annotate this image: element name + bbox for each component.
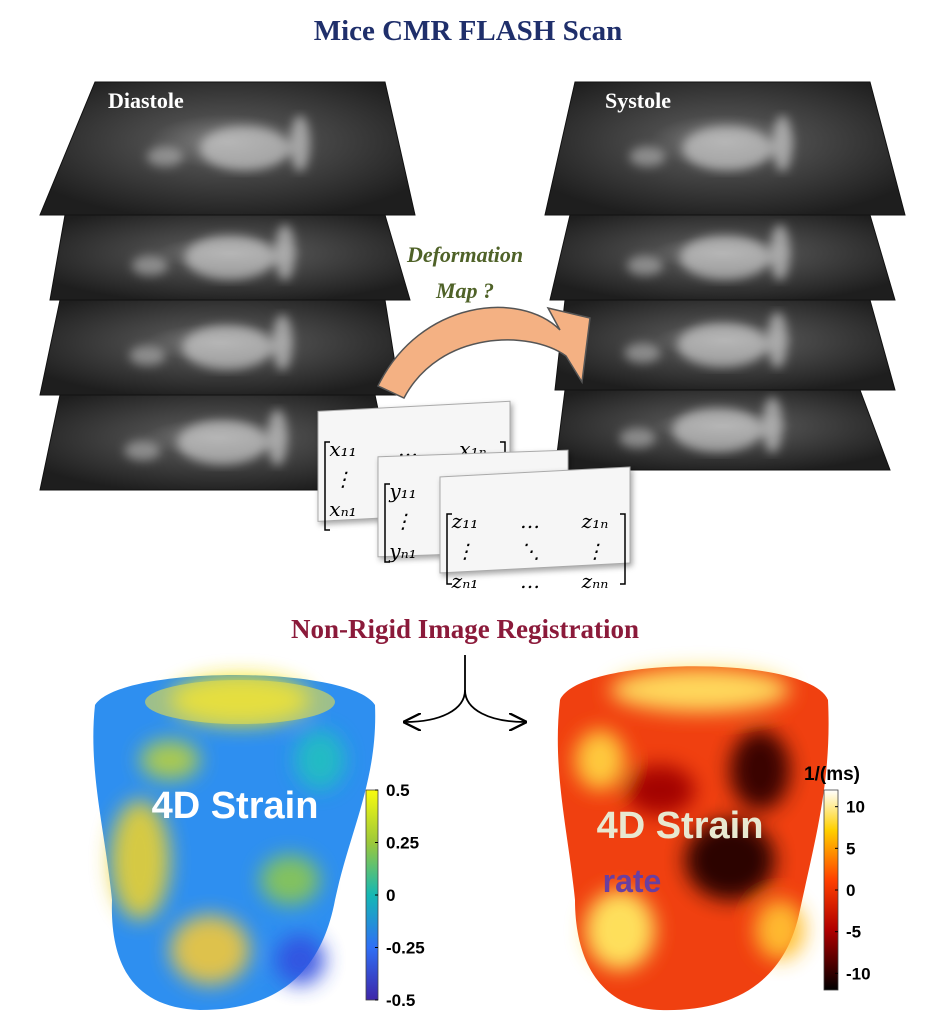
arrow-label: Deformation: [406, 242, 523, 267]
title: Mice CMR FLASH Scan: [314, 15, 623, 47]
mri-blob: [682, 126, 773, 171]
matrix-bracket: [620, 513, 626, 585]
mri-blob: [627, 255, 663, 276]
result-label: 4D Strain: [597, 805, 764, 847]
mri-anatomy: [624, 312, 788, 368]
colorbar-tick-label: 5: [846, 839, 855, 858]
colorbar-tick-label: 0.25: [386, 834, 419, 853]
mri-anatomy: [132, 224, 295, 281]
mri-blob: [629, 146, 666, 167]
mri-blob: [672, 408, 763, 452]
colorbar-tick-label: -10: [846, 964, 871, 983]
mri-blob: [762, 397, 783, 453]
mri-blob: [290, 115, 310, 172]
matrix-entry: x₁₁: [329, 437, 356, 461]
mri-blob: [124, 440, 161, 461]
mri-blob: [770, 224, 790, 281]
matrix-entry: zₙₙ: [581, 569, 609, 593]
colorbar-tick-label: 0: [846, 881, 855, 900]
colorbar-tick-label: -5: [846, 923, 861, 942]
strain-rate-heart: [557, 666, 829, 1011]
mri-blob: [767, 312, 788, 368]
mri-anatomy: [147, 115, 310, 172]
matrix-card: [439, 466, 631, 574]
matrix-entry: …: [520, 509, 540, 533]
mri-slices: [39, 81, 906, 491]
mri-anatomy: [124, 409, 288, 466]
mri-anatomy: [129, 314, 293, 371]
matrix-entry: ⋮: [585, 539, 605, 563]
matrix-entry: …: [520, 569, 540, 593]
matrix-entry: y₁₁: [388, 479, 416, 503]
colorbar-tick-label: -0.25: [386, 939, 425, 958]
mri-blob: [200, 126, 290, 171]
mri-blob: [129, 345, 166, 366]
matrix-entry: ⋮: [455, 539, 475, 563]
matrix-entry: …: [398, 437, 418, 461]
branch-arrow: [405, 655, 466, 722]
mri-anatomy: [629, 115, 793, 172]
mri-blob: [275, 224, 295, 281]
mri-blob: [267, 409, 288, 466]
branch-arrow: [464, 689, 525, 722]
matrix-bracket: [324, 441, 330, 531]
result-label: 4D Strain: [152, 785, 319, 827]
mri-blob: [619, 428, 656, 448]
mri-anatomy: [619, 397, 783, 453]
mri-blob: [177, 420, 268, 465]
mri-blob: [677, 323, 768, 367]
matrix-entry: ⋮: [393, 509, 413, 533]
colorbar-tick-label: 0: [386, 886, 395, 905]
colorbar-tick-label: 0.5: [386, 781, 410, 800]
matrix-entry: zₙ₁: [451, 569, 479, 593]
matrix-entry: xₙ₁: [329, 497, 356, 521]
mri-anatomy: [627, 224, 790, 281]
arrow-label: Map ?: [435, 278, 494, 303]
mri-blob: [182, 325, 273, 370]
diastole-label: Diastole: [108, 88, 184, 113]
mri-blob: [680, 235, 770, 280]
colorbar-unit: 1/(ms): [804, 764, 860, 785]
matrix-entry: z₁₁: [451, 509, 479, 533]
mri-blob: [272, 314, 293, 371]
matrix-entry: z₁ₙ: [581, 509, 609, 533]
mri-blob: [147, 146, 183, 167]
matrix-entry: ⋱: [520, 539, 540, 563]
colorbar-tick-label: 10: [846, 798, 865, 817]
method-label: Non-Rigid Image Registration: [291, 614, 639, 644]
systole-label: Systole: [605, 88, 671, 113]
mri-blob: [624, 343, 661, 363]
matrix-bracket: [446, 513, 452, 585]
strain-heart: [93, 675, 376, 1010]
mri-blob: [185, 235, 275, 280]
mri-blob: [132, 255, 168, 276]
mri-blob: [772, 115, 793, 172]
deformation-arrow: [376, 306, 591, 399]
matrix-bracket: [384, 483, 390, 563]
matrix-entry: yₙ₁: [388, 539, 416, 563]
result-label-extra: rate: [603, 863, 662, 899]
colorbars: 0.5 0.25 0 -0.25 -0.5 10 5 0 -5 -10: [365, 781, 871, 1010]
matrix-entry: ⋮: [333, 467, 353, 491]
colorbar-tick-label: -0.5: [386, 991, 415, 1010]
